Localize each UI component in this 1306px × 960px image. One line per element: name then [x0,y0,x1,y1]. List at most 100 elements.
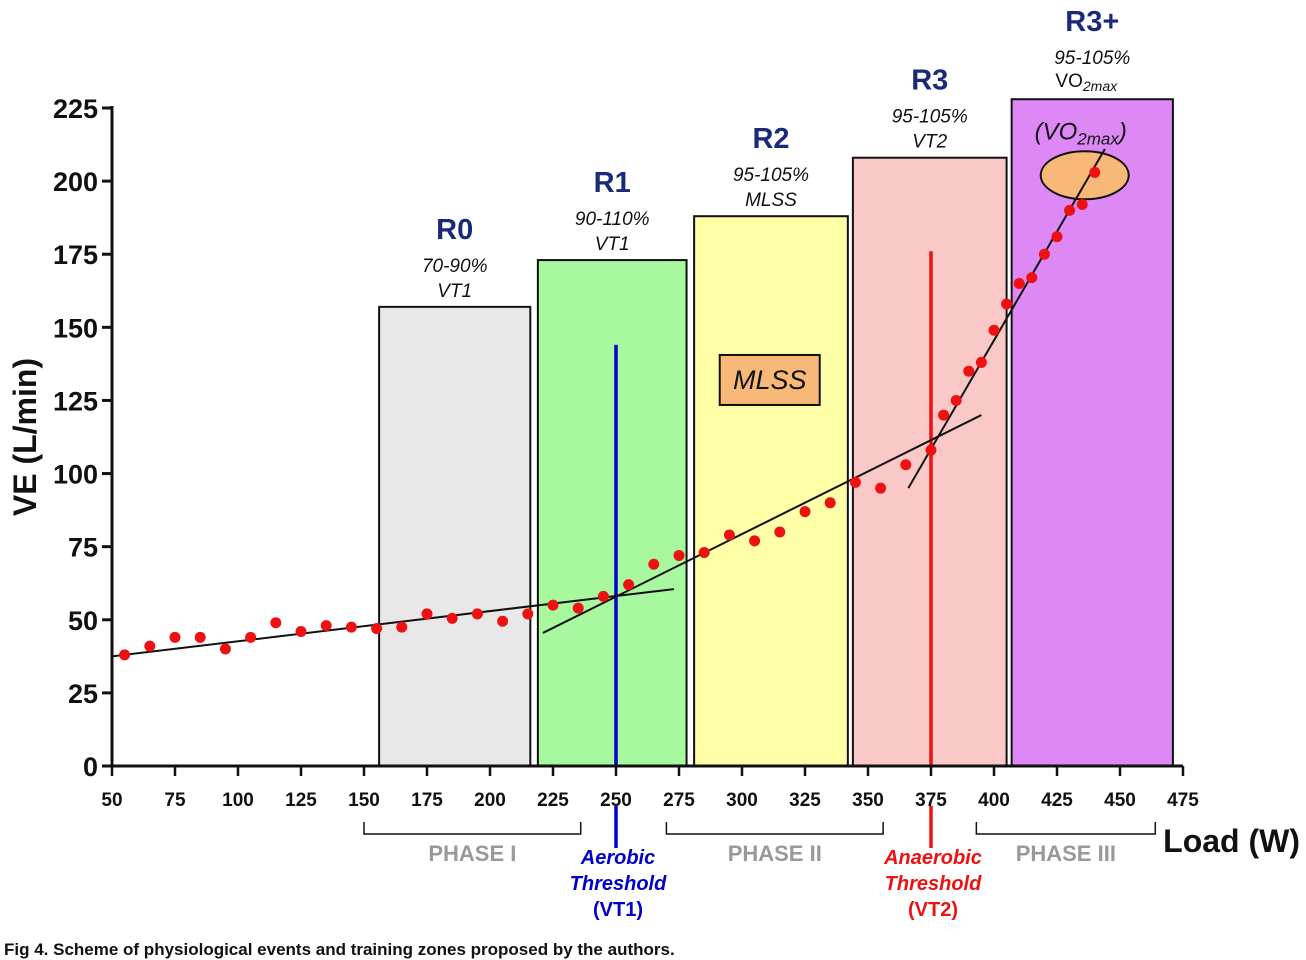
data-point [219,643,231,655]
y-tick-label: 200 [53,167,98,197]
anaerobic-threshold-label: Anaerobic [883,847,982,869]
fit-line [542,414,982,634]
phase-label: PHASE III [1016,841,1116,866]
anaerobic-threshold-label: (VT2) [908,899,958,921]
phase-bracket [363,822,582,835]
zone-range-label: 95-105% [733,165,809,186]
phase-bracket [975,822,1157,835]
y-tick-label: 50 [68,606,98,636]
zone-name-label: R3 [911,65,948,97]
y-tick-label: 100 [53,460,98,490]
zone-reference-label: VT1 [437,281,472,302]
data-point [547,599,559,611]
data-point [572,602,584,614]
data-point [446,612,458,624]
vo2max-subscript: 2max [1076,129,1119,148]
data-point [1076,199,1088,211]
y-tick-label: 225 [53,94,98,124]
x-tick-label: 200 [474,790,506,811]
vo2max-ellipse [1039,150,1130,201]
phase-bracket [665,822,884,835]
data-point [522,608,534,620]
data-point [1089,166,1101,178]
zone-name-label: R2 [752,123,789,155]
zone-reference-label: VT1 [595,234,630,255]
data-point [648,558,660,570]
data-point [1064,204,1076,216]
x-tick-label: 325 [789,790,821,811]
data-point [497,615,509,627]
zone-bar-r0 [378,305,532,767]
data-point [597,590,609,602]
data-point [245,631,257,643]
x-tick-label: 475 [1167,790,1199,811]
figure-caption: Fig 4. Scheme of physiological events an… [4,940,675,959]
data-point [963,365,975,377]
zone-reference-label: VO2max [1055,71,1118,94]
aerobic-threshold-label: Aerobic [580,847,655,869]
data-point [799,506,811,518]
zone-reference-label: VT2 [912,132,947,153]
zone-name-label: R1 [594,167,631,199]
anaerobic-threshold-label: Threshold [885,873,982,895]
y-tick-label: 25 [68,679,98,709]
y-axis-label: VE (L/min) [7,358,43,516]
y-tick-label: 0 [83,752,98,782]
zone-name-label: R0 [436,214,473,246]
x-tick-label: 75 [164,790,186,811]
mlss-label: MLSS [733,365,807,395]
x-tick-label: 375 [915,790,947,811]
data-point [950,394,962,406]
data-point [723,529,735,541]
y-tick-label: 150 [53,313,98,343]
fit-line [111,588,675,658]
data-point [824,497,836,509]
zone-bar-r2 [693,215,849,767]
aerobic-threshold-label: (VT1) [593,899,643,921]
vo2max-close: ) [1116,118,1127,145]
data-point [1051,231,1063,243]
data-point [623,579,635,591]
phase-label: PHASE II [728,841,822,866]
data-point [194,631,206,643]
x-tick-label: 425 [1041,790,1073,811]
zone-range-label: 95-105% [1054,48,1130,69]
y-tick-label: 125 [53,386,98,416]
data-point [849,476,861,488]
data-point [938,409,950,421]
data-point [471,608,483,620]
data-point [144,640,156,652]
data-point [320,620,332,632]
data-point [396,621,408,633]
zone-bar-r1 [536,259,688,767]
x-tick-label: 175 [411,790,443,811]
data-point [1038,248,1050,260]
zone-reference-subscript: 2max [1082,78,1118,94]
data-point [295,625,307,637]
x-tick-label: 400 [978,790,1010,811]
data-point [371,623,383,635]
zone-range-label: 90-110% [575,209,650,230]
aerobic-threshold-label: Threshold [570,873,667,895]
x-tick-label: 125 [285,790,317,811]
data-point [975,356,987,368]
x-tick-label: 350 [852,790,884,811]
data-point [169,631,181,643]
y-tick-label: 175 [53,240,98,270]
data-point [345,621,357,633]
x-tick-label: 225 [537,790,569,811]
data-point [1013,277,1025,289]
phase-label: PHASE I [428,841,516,866]
data-point [900,459,912,471]
data-point [119,649,131,661]
data-point [1001,298,1013,310]
x-tick-label: 50 [101,790,122,811]
mlss-box [718,353,821,406]
data-point [1026,272,1038,284]
data-point [749,535,761,547]
x-tick-label: 450 [1104,790,1136,811]
zone-range-label: 95-105% [892,107,968,128]
data-point [774,526,786,538]
data-point [270,617,282,629]
x-tick-label: 100 [222,790,254,811]
